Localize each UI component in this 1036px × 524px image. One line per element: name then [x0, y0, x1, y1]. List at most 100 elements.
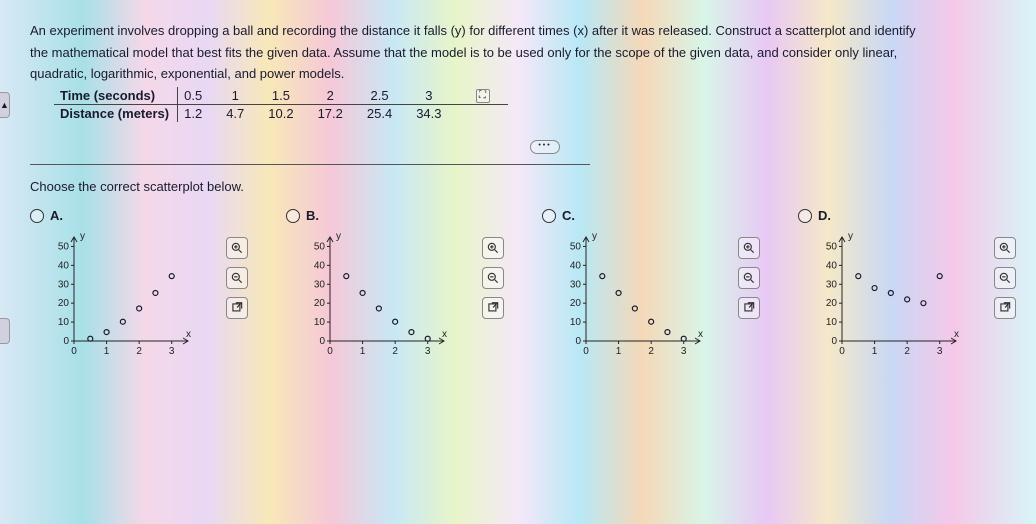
- svg-text:0: 0: [575, 336, 581, 347]
- svg-text:50: 50: [58, 242, 70, 253]
- svg-text:1: 1: [104, 346, 110, 357]
- svg-text:50: 50: [826, 242, 838, 253]
- svg-text:20: 20: [314, 298, 326, 309]
- svg-text:10: 10: [570, 317, 582, 328]
- radio-C[interactable]: [542, 209, 556, 223]
- svg-text:20: 20: [58, 298, 70, 309]
- svg-text:40: 40: [58, 261, 70, 272]
- svg-text:y: y: [80, 231, 85, 242]
- data-table: Time (seconds) 0.5 1 1.5 2 2.5 3 ⛶ Dista…: [54, 87, 508, 123]
- question-line-2: the mathematical model that best fits th…: [30, 44, 1026, 62]
- table-row1-label: Time (seconds): [54, 87, 178, 105]
- scatterplot-A: 0 10 20 30 40 50 0 1 2 3 y x: [44, 229, 194, 359]
- table-cell: 2.5: [361, 87, 410, 105]
- svg-text:10: 10: [826, 317, 838, 328]
- radio-D[interactable]: [798, 209, 812, 223]
- scatterplot-C: 0 10 20 30 40 50 0 1 2 3 y x: [556, 229, 706, 359]
- svg-text:1: 1: [360, 346, 366, 357]
- svg-text:50: 50: [570, 242, 582, 253]
- choice-B: B. 010203040500123yx: [286, 208, 514, 379]
- svg-text:0: 0: [583, 346, 589, 357]
- svg-text:3: 3: [681, 346, 687, 357]
- popout-icon[interactable]: [994, 297, 1016, 319]
- zoom-in-icon[interactable]: [994, 237, 1016, 259]
- scatterplot-svg: 010203040500123yx: [300, 229, 450, 359]
- choose-prompt: Choose the correct scatterplot below.: [30, 179, 1026, 194]
- more-icon[interactable]: •••: [530, 140, 560, 154]
- svg-text:10: 10: [58, 317, 70, 328]
- svg-text:0: 0: [831, 336, 837, 347]
- svg-text:1: 1: [872, 346, 878, 357]
- scatterplot-B: 010203040500123yx: [300, 229, 450, 359]
- svg-text:3: 3: [169, 346, 175, 357]
- choice-C: C. 0 10 20 30 40 50 0 1 2 3 y x: [542, 208, 770, 379]
- zoom-out-icon[interactable]: [226, 267, 248, 289]
- svg-text:0: 0: [319, 336, 325, 347]
- svg-text:50: 50: [314, 242, 326, 253]
- svg-text:1: 1: [616, 346, 622, 357]
- choice-label-C: C.: [562, 208, 575, 223]
- svg-text:x: x: [186, 329, 191, 340]
- scatterplot-svg: 0 10 20 30 40 50 0 1 2 3 y x: [812, 229, 962, 359]
- table-cell: 34.3: [410, 105, 459, 123]
- svg-text:x: x: [698, 329, 703, 340]
- svg-text:2: 2: [904, 346, 910, 357]
- scatterplot-svg: 0 10 20 30 40 50 0 1 2 3 y x: [44, 229, 194, 359]
- svg-text:3: 3: [937, 346, 943, 357]
- popout-icon[interactable]: [738, 297, 760, 319]
- table-cell: 1.2: [178, 105, 221, 123]
- svg-text:30: 30: [58, 279, 70, 290]
- table-cell: 2: [312, 87, 361, 105]
- radio-B[interactable]: [286, 209, 300, 223]
- expand-table-icon[interactable]: ⛶: [476, 89, 490, 103]
- zoom-in-icon[interactable]: [738, 237, 760, 259]
- svg-text:30: 30: [570, 279, 582, 290]
- popout-icon[interactable]: [482, 297, 504, 319]
- zoom-out-icon[interactable]: [994, 267, 1016, 289]
- table-cell: 3: [410, 87, 459, 105]
- svg-text:2: 2: [648, 346, 654, 357]
- svg-text:x: x: [954, 329, 959, 340]
- table-cell: 17.2: [312, 105, 361, 123]
- scatterplot-D: 0 10 20 30 40 50 0 1 2 3 y x: [812, 229, 962, 359]
- svg-text:0: 0: [327, 346, 333, 357]
- svg-text:2: 2: [392, 346, 398, 357]
- svg-text:0: 0: [63, 336, 69, 347]
- divider: [30, 164, 590, 165]
- question-line-3: quadratic, logarithmic, exponential, and…: [30, 65, 1026, 83]
- svg-text:30: 30: [314, 279, 326, 290]
- table-cell: 0.5: [178, 87, 221, 105]
- svg-text:40: 40: [570, 261, 582, 272]
- svg-text:40: 40: [314, 261, 326, 272]
- choice-label-B: B.: [306, 208, 319, 223]
- svg-text:30: 30: [826, 279, 838, 290]
- zoom-in-icon[interactable]: [482, 237, 504, 259]
- choice-D: D. 0 10 20 30 40 50 0 1 2 3 y x: [798, 208, 1026, 379]
- svg-text:0: 0: [71, 346, 77, 357]
- svg-text:2: 2: [136, 346, 142, 357]
- svg-text:20: 20: [570, 298, 582, 309]
- choice-label-D: D.: [818, 208, 831, 223]
- question-line-1: An experiment involves dropping a ball a…: [30, 22, 1026, 40]
- table-cell: 25.4: [361, 105, 410, 123]
- svg-text:20: 20: [826, 298, 838, 309]
- choice-label-A: A.: [50, 208, 63, 223]
- table-cell: 10.2: [262, 105, 311, 123]
- svg-text:y: y: [592, 231, 597, 242]
- zoom-out-icon[interactable]: [738, 267, 760, 289]
- table-cell: 1: [220, 87, 262, 105]
- choice-A: A. 0 10 20 30 40 50 0 1 2 3 y x: [30, 208, 258, 379]
- svg-text:y: y: [848, 231, 853, 242]
- svg-text:40: 40: [826, 261, 838, 272]
- zoom-in-icon[interactable]: [226, 237, 248, 259]
- table-row2-label: Distance (meters): [54, 105, 178, 123]
- svg-text:3: 3: [425, 346, 431, 357]
- svg-text:10: 10: [314, 317, 326, 328]
- radio-A[interactable]: [30, 209, 44, 223]
- scatterplot-svg: 0 10 20 30 40 50 0 1 2 3 y x: [556, 229, 706, 359]
- svg-text:0: 0: [839, 346, 845, 357]
- table-cell: 1.5: [262, 87, 311, 105]
- popout-icon[interactable]: [226, 297, 248, 319]
- svg-text:y: y: [336, 231, 341, 242]
- zoom-out-icon[interactable]: [482, 267, 504, 289]
